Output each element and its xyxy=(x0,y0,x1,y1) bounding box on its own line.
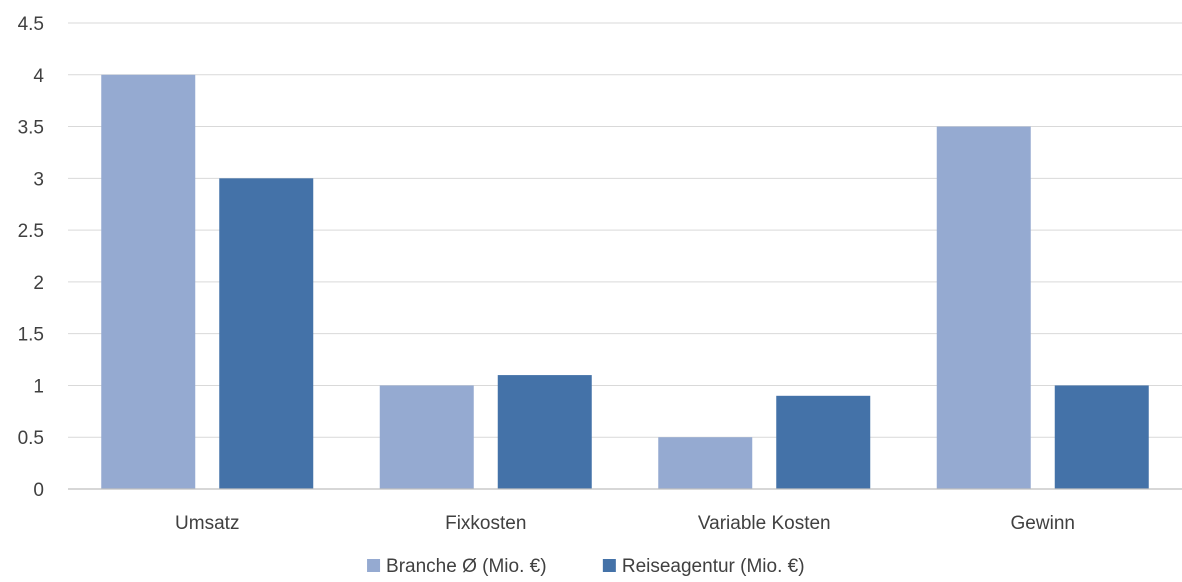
x-category-label: Fixkosten xyxy=(445,513,526,534)
legend-item-reiseagentur: Reiseagentur (Mio. €) xyxy=(602,556,805,577)
x-axis-categories: Umsatz Fixkosten Variable Kosten Gewinn xyxy=(175,513,1075,534)
bar-branche-2 xyxy=(658,437,753,489)
y-tick-label: 4.5 xyxy=(18,14,44,35)
x-category-label: Variable Kosten xyxy=(698,513,831,534)
legend-label: Reiseagentur (Mio. €) xyxy=(622,556,805,577)
legend-label: Branche Ø (Mio. €) xyxy=(386,556,547,577)
y-tick-label: 1.5 xyxy=(18,325,44,346)
bar-branche-3 xyxy=(936,126,1031,490)
bar-branche-1 xyxy=(379,385,474,489)
y-tick-label: 3.5 xyxy=(18,118,44,139)
bar-reiseagentur-2 xyxy=(776,395,871,489)
bar-branche-0 xyxy=(101,74,196,490)
bars xyxy=(101,74,1149,490)
legend-swatch xyxy=(602,559,616,572)
x-category-label: Umsatz xyxy=(175,513,239,534)
legend-swatch xyxy=(367,559,381,572)
y-tick-label: 0 xyxy=(33,480,44,501)
y-tick-label: 2 xyxy=(33,273,44,294)
y-tick-label: 4 xyxy=(33,66,44,87)
y-axis-ticks: 0 0.5 1 1.5 2 2.5 3 3.5 4 4.5 xyxy=(18,14,45,501)
y-tick-label: 2.5 xyxy=(18,221,44,242)
y-tick-label: 1 xyxy=(33,376,44,397)
legend-item-branche: Branche Ø (Mio. €) xyxy=(367,556,547,577)
bar-reiseagentur-3 xyxy=(1054,385,1149,489)
bar-reiseagentur-0 xyxy=(219,178,314,490)
x-category-label: Gewinn xyxy=(1011,513,1075,534)
y-tick-label: 3 xyxy=(33,169,44,190)
y-tick-label: 0.5 xyxy=(18,428,44,449)
bar-reiseagentur-1 xyxy=(497,375,592,489)
legend: Branche Ø (Mio. €) Reiseagentur (Mio. €) xyxy=(367,556,805,577)
